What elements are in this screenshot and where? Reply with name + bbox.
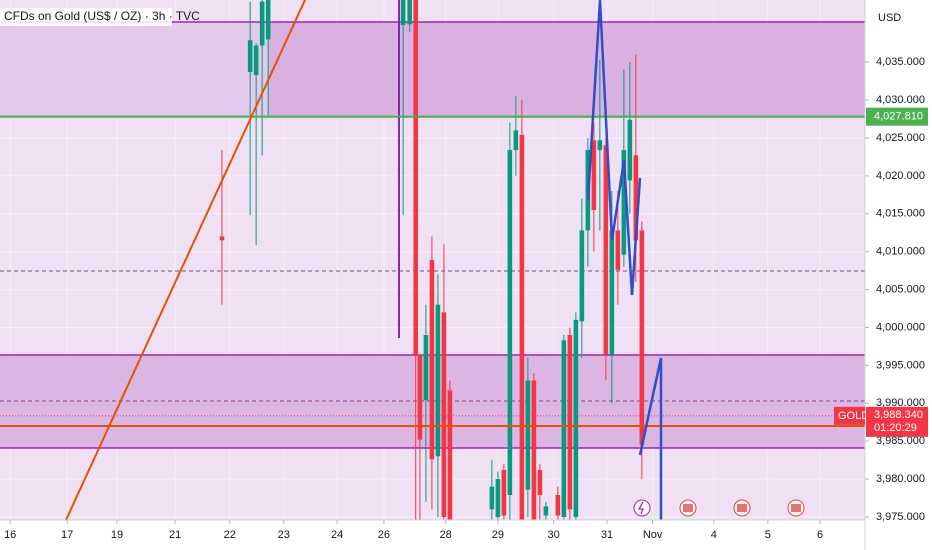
candle-body bbox=[579, 230, 585, 322]
price-tag bbox=[866, 107, 928, 126]
symbol-tag-label: GOLD bbox=[838, 410, 869, 422]
chart-title: CFDs on Gold (US$ / OZ) · 3h · TVC bbox=[4, 9, 200, 23]
candle-body bbox=[603, 145, 609, 355]
candle-body bbox=[495, 479, 501, 517]
candle-body bbox=[447, 390, 453, 520]
candle-body bbox=[429, 260, 435, 460]
candle-body bbox=[507, 150, 513, 495]
candle-body bbox=[253, 45, 259, 76]
candle-body bbox=[259, 1, 265, 46]
zone-top-dark bbox=[268, 22, 865, 118]
y-tick-label: 4,030.000 bbox=[876, 94, 925, 106]
candle-body bbox=[247, 40, 253, 73]
x-tick-label: Nov bbox=[643, 529, 663, 541]
y-tick-label: 4,005.000 bbox=[876, 283, 925, 295]
candle-body bbox=[597, 140, 603, 151]
candle-body bbox=[435, 304, 441, 457]
candle-body bbox=[537, 469, 543, 495]
candle-body bbox=[413, 0, 419, 355]
last-price-tag bbox=[866, 406, 928, 437]
candle-body bbox=[531, 380, 537, 520]
candle-body bbox=[407, 0, 413, 25]
y-tick-label: 3,995.000 bbox=[876, 359, 925, 371]
title-background bbox=[0, 8, 172, 26]
candle-body bbox=[555, 494, 561, 516]
projection-path bbox=[638, 357, 663, 520]
candle-body bbox=[561, 340, 567, 517]
countdown-label: 01:20:29 bbox=[874, 422, 917, 434]
y-tick-label: 4,010.000 bbox=[876, 246, 925, 258]
x-tick-label: 5 bbox=[765, 529, 771, 541]
trend-line bbox=[65, 0, 306, 521]
x-tick-label: 28 bbox=[440, 529, 452, 541]
price-tag-label: 4,027.810 bbox=[874, 111, 923, 123]
last-price-label: 3,988.340 bbox=[874, 409, 923, 421]
candle-body bbox=[265, 0, 271, 40]
candle-body bbox=[621, 150, 627, 255]
candle-body bbox=[609, 230, 615, 355]
candle-body bbox=[543, 506, 549, 516]
y-tick-label: 4,000.000 bbox=[876, 321, 925, 333]
symbol-tag bbox=[834, 406, 865, 425]
candle-body bbox=[519, 134, 525, 520]
x-tick-label: 23 bbox=[278, 529, 290, 541]
x-tick-label: 26 bbox=[378, 529, 390, 541]
x-tick-label: 24 bbox=[331, 529, 343, 541]
event-icon-flag bbox=[737, 504, 747, 512]
projection-path bbox=[586, 0, 642, 296]
candle-body bbox=[441, 312, 447, 517]
event-icon[interactable] bbox=[633, 499, 651, 517]
candle-body bbox=[525, 380, 531, 490]
candle-body bbox=[400, 0, 406, 26]
candle-body bbox=[513, 130, 519, 151]
y-tick-label: 3,975.000 bbox=[876, 511, 925, 523]
x-tick-label: 16 bbox=[4, 529, 16, 541]
candle-body bbox=[501, 469, 507, 516]
candle-body bbox=[567, 335, 573, 510]
candle-body bbox=[627, 119, 633, 181]
candle-body bbox=[633, 155, 639, 241]
candle-body bbox=[591, 140, 597, 210]
y-tick-label: 4,015.000 bbox=[876, 208, 925, 220]
event-icon-flag bbox=[791, 504, 801, 512]
y-tick-label: 3,985.000 bbox=[876, 435, 925, 447]
y-tick-label: 4,020.000 bbox=[876, 170, 925, 182]
x-tick-label: 31 bbox=[601, 529, 613, 541]
time-axis bbox=[0, 520, 865, 550]
x-tick-label: 17 bbox=[61, 529, 73, 541]
currency[interactable]: USD bbox=[878, 12, 901, 24]
y-tick-label: 4,025.000 bbox=[876, 132, 925, 144]
event-icon-glyph bbox=[637, 501, 644, 515]
price-lines bbox=[0, 115, 865, 428]
y-tick-label: 3,980.000 bbox=[876, 473, 925, 485]
x-tick-label: 21 bbox=[169, 529, 181, 541]
x-tick-label: 4 bbox=[711, 529, 717, 541]
x-tick-label: 6 bbox=[817, 529, 823, 541]
price-axis bbox=[865, 0, 932, 550]
y-tick-label: 3,990.000 bbox=[876, 397, 925, 409]
x-tick-label: 30 bbox=[548, 529, 560, 541]
candle-body bbox=[423, 335, 429, 401]
candle-body bbox=[219, 236, 225, 241]
candle-body bbox=[417, 354, 423, 440]
x-tick-label: 29 bbox=[492, 529, 504, 541]
candle-body bbox=[615, 230, 621, 270]
candles bbox=[219, 0, 645, 520]
candle-body bbox=[573, 319, 579, 517]
x-tick-label: 22 bbox=[224, 529, 236, 541]
candle-body bbox=[489, 486, 495, 510]
y-tick-label: 4,035.000 bbox=[876, 56, 925, 68]
event-icons bbox=[633, 499, 805, 517]
candle-body bbox=[639, 230, 645, 445]
x-tick-label: 19 bbox=[111, 529, 123, 541]
labels: 3,975.000 3,980.000 3,985.000 3,990.000 3,99… bbox=[4, 56, 928, 541]
event-icon-flag bbox=[683, 504, 693, 512]
